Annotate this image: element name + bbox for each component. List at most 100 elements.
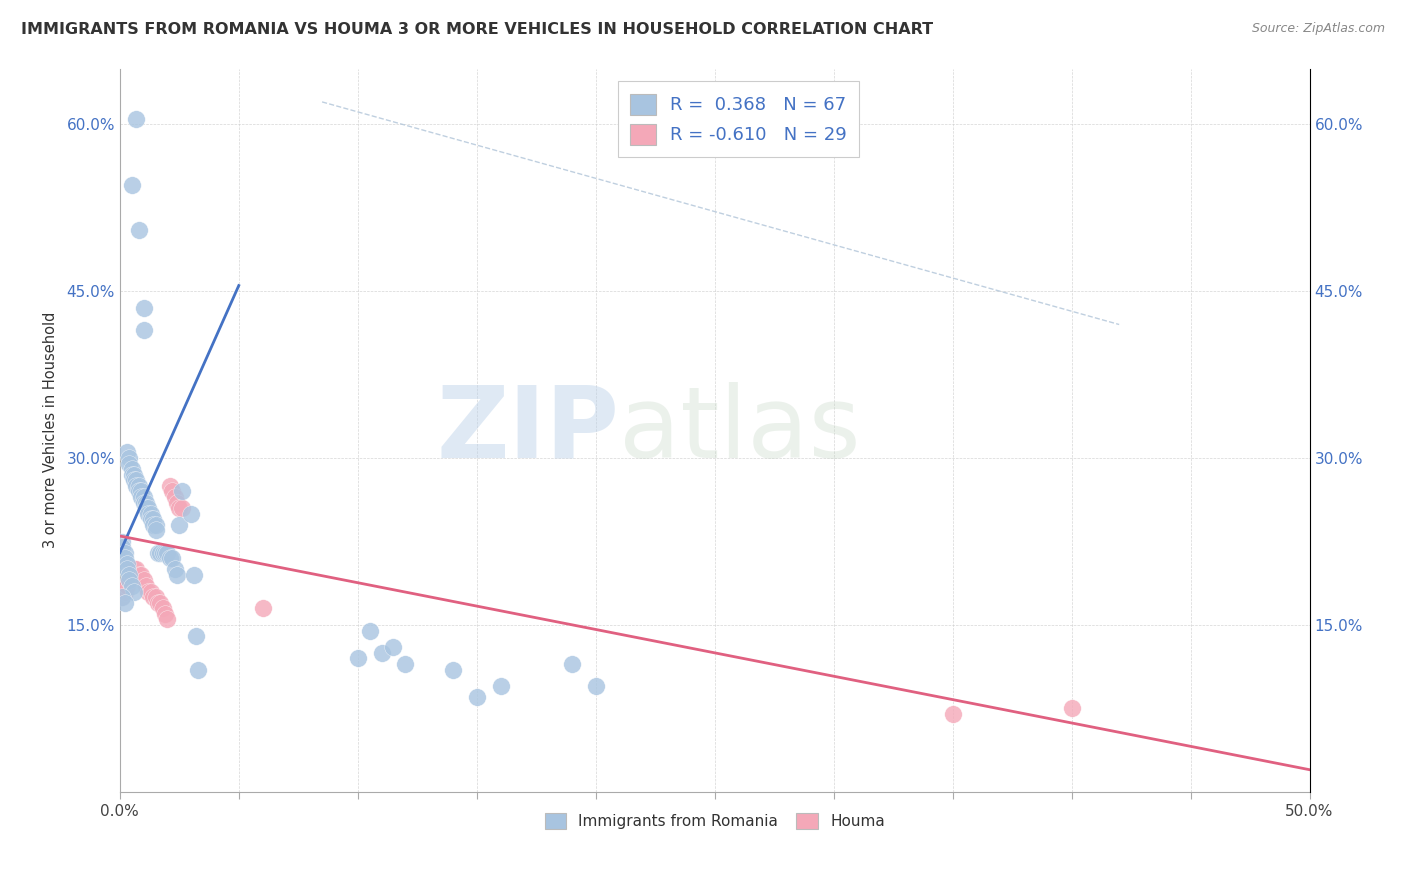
Text: ZIP: ZIP xyxy=(437,382,620,479)
Point xyxy=(129,484,152,499)
Point xyxy=(122,473,145,487)
Point xyxy=(128,479,150,493)
Point xyxy=(382,640,405,655)
Point xyxy=(160,551,183,566)
Point xyxy=(125,479,148,493)
Point xyxy=(115,445,138,459)
Point xyxy=(180,507,202,521)
Point xyxy=(138,501,160,516)
Point xyxy=(118,574,141,588)
Point xyxy=(128,568,150,582)
Point xyxy=(135,579,157,593)
Point xyxy=(138,584,160,599)
Legend: Immigrants from Romania, Houma: Immigrants from Romania, Houma xyxy=(538,806,891,835)
Point xyxy=(139,512,162,526)
Point xyxy=(561,657,583,671)
Point xyxy=(252,601,274,615)
Point xyxy=(166,568,188,582)
Point xyxy=(187,663,209,677)
Point xyxy=(163,562,186,576)
Point xyxy=(129,568,152,582)
Point xyxy=(146,596,169,610)
Point xyxy=(129,490,152,504)
Text: IMMIGRANTS FROM ROMANIA VS HOUMA 3 OR MORE VEHICLES IN HOUSEHOLD CORRELATION CHA: IMMIGRANTS FROM ROMANIA VS HOUMA 3 OR MO… xyxy=(21,22,934,37)
Point xyxy=(145,517,167,532)
Point xyxy=(160,484,183,499)
Point xyxy=(122,584,145,599)
Y-axis label: 3 or more Vehicles in Household: 3 or more Vehicles in Household xyxy=(44,312,58,549)
Point xyxy=(111,534,134,549)
Point xyxy=(118,457,141,471)
Point xyxy=(139,584,162,599)
Point xyxy=(132,323,155,337)
Point xyxy=(132,495,155,509)
Point xyxy=(359,624,381,638)
Point xyxy=(138,507,160,521)
Point xyxy=(135,501,157,516)
Point xyxy=(1060,701,1083,715)
Point xyxy=(121,579,143,593)
Point xyxy=(121,467,143,482)
Point xyxy=(394,657,416,671)
Point xyxy=(153,546,176,560)
Point xyxy=(183,568,205,582)
Point xyxy=(156,612,179,626)
Point xyxy=(132,574,155,588)
Point xyxy=(135,495,157,509)
Point xyxy=(145,524,167,538)
Point xyxy=(145,590,167,604)
Point xyxy=(115,579,138,593)
Point xyxy=(149,596,172,610)
Point xyxy=(170,501,193,516)
Point xyxy=(122,562,145,576)
Point xyxy=(114,584,136,599)
Point xyxy=(166,495,188,509)
Point xyxy=(156,546,179,560)
Point xyxy=(163,490,186,504)
Point xyxy=(114,551,136,566)
Point xyxy=(142,512,165,526)
Point xyxy=(139,507,162,521)
Point xyxy=(121,178,143,193)
Point xyxy=(115,562,138,576)
Point xyxy=(111,540,134,554)
Point xyxy=(118,451,141,466)
Point xyxy=(132,301,155,315)
Point xyxy=(152,601,174,615)
Point xyxy=(170,484,193,499)
Point xyxy=(585,679,607,693)
Point xyxy=(118,574,141,588)
Point xyxy=(370,646,392,660)
Point xyxy=(114,596,136,610)
Point xyxy=(111,590,134,604)
Text: Source: ZipAtlas.com: Source: ZipAtlas.com xyxy=(1251,22,1385,36)
Point xyxy=(346,651,368,665)
Point xyxy=(184,629,207,643)
Point xyxy=(111,590,134,604)
Point xyxy=(132,490,155,504)
Point xyxy=(122,467,145,482)
Point xyxy=(169,501,191,516)
Point xyxy=(489,679,512,693)
Point xyxy=(125,473,148,487)
Point xyxy=(149,546,172,560)
Point xyxy=(152,546,174,560)
Point xyxy=(942,707,965,722)
Text: atlas: atlas xyxy=(620,382,860,479)
Point xyxy=(153,607,176,621)
Point xyxy=(125,562,148,576)
Point xyxy=(114,546,136,560)
Point xyxy=(118,568,141,582)
Point xyxy=(465,690,488,705)
Point xyxy=(169,517,191,532)
Point xyxy=(441,663,464,677)
Point xyxy=(142,590,165,604)
Point xyxy=(159,479,181,493)
Point xyxy=(125,112,148,126)
Point xyxy=(159,551,181,566)
Point xyxy=(128,223,150,237)
Point xyxy=(121,462,143,476)
Point xyxy=(142,517,165,532)
Point xyxy=(146,546,169,560)
Point xyxy=(128,484,150,499)
